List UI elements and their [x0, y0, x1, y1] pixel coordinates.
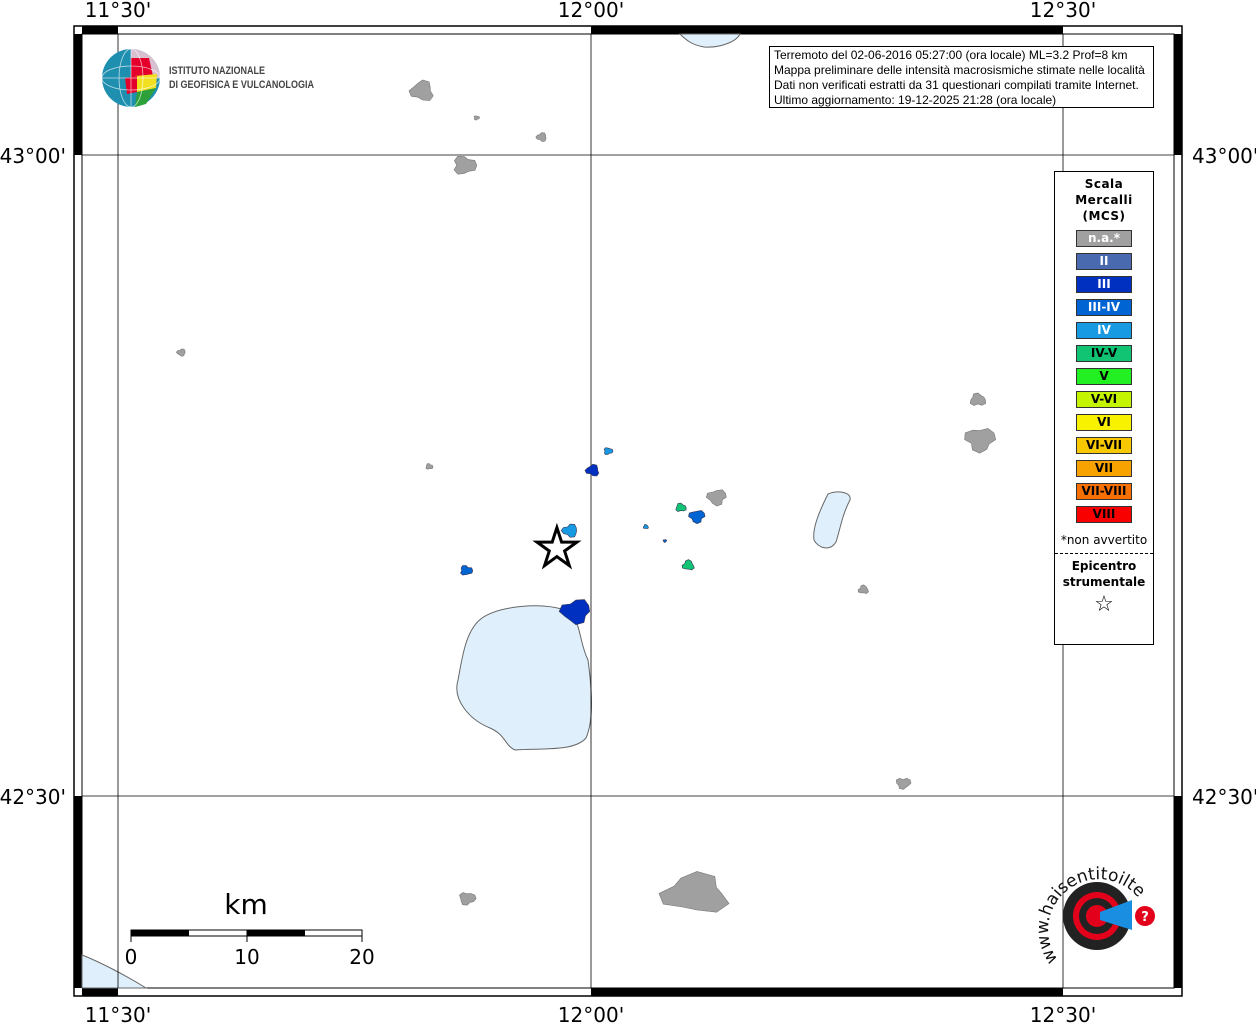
- locality-n-a-[interactable]: [969, 392, 987, 406]
- info-line-source: Dati non verificati estratti da 31 quest…: [774, 78, 1139, 92]
- lon-label-bottom-2: 12°00': [558, 1003, 624, 1024]
- info-line-updated: Ultimo aggiornamento: 19-12-2025 21:28 (…: [774, 93, 1057, 107]
- graticule: [82, 34, 1174, 988]
- locality-iii[interactable]: [584, 463, 600, 477]
- legend-swatch-n-a-: n.a.*: [1076, 230, 1132, 247]
- lon-label-top-3: 12°30': [1030, 0, 1096, 22]
- locality-iv[interactable]: [603, 447, 614, 455]
- mcs-legend: Scala Mercalli (MCS) n.a.* II III III-IV IV IV-…: [1054, 171, 1154, 645]
- locality-n-a-[interactable]: [459, 892, 477, 906]
- legend-swatch-iv-v: IV-V: [1076, 345, 1132, 362]
- info-line-description: Mappa preliminare delle intensità macros…: [774, 63, 1145, 77]
- lat-label-right-2: 42°30': [1192, 785, 1256, 809]
- scale-unit: km: [224, 888, 268, 921]
- lat-label-right-1: 43°00': [1192, 144, 1256, 168]
- info-line-event: Terremoto del 02-06-2016 05:27:00 (ora l…: [774, 48, 1128, 62]
- lon-label-top-1: 11°30': [85, 0, 151, 22]
- scale-tick-20: 20: [349, 945, 374, 969]
- locality-iii-iv[interactable]: [662, 539, 668, 543]
- lat-label-left-2: 42°30': [0, 785, 66, 809]
- locality-n-a-[interactable]: [705, 489, 727, 507]
- legend-swatch-vi-vii: VI-VII: [1076, 437, 1132, 454]
- ingv-globe-logo: [101, 48, 161, 108]
- lon-label-top-2: 12°00': [558, 0, 624, 22]
- locality-n-a-[interactable]: [408, 79, 434, 101]
- localities-layer: [176, 79, 997, 913]
- earthquake-info-box: Terremoto del 02-06-2016 05:27:00 (ora l…: [769, 46, 1154, 108]
- locality-n-a-[interactable]: [658, 871, 730, 913]
- legend-swatch-v: V: [1076, 368, 1132, 385]
- locality-n-a-[interactable]: [425, 463, 434, 470]
- scale-tick-10: 10: [234, 945, 259, 969]
- lon-label-bottom-3: 12°30': [1030, 1003, 1096, 1024]
- hsit-logo[interactable]: ? www.haisentitoilterremoto.it: [0, 0, 1155, 967]
- locality-iv-v[interactable]: [681, 559, 695, 571]
- legend-swatch-iii-iv: III-IV: [1076, 299, 1132, 316]
- legend-epicenter-label: Epicentro strumentale: [1062, 559, 1146, 589]
- legend-swatch-vii: VII: [1076, 460, 1132, 477]
- scale-tick-0: 0: [125, 945, 138, 969]
- lon-label-bottom-1: 11°30': [85, 1003, 151, 1024]
- frame-bars: [74, 26, 1182, 996]
- lake-trasimeno-edge: [678, 33, 741, 48]
- locality-n-a-[interactable]: [964, 428, 997, 454]
- ingv-name: ISTITUTO NAZIONALE DI GEOFISICA E VULCAN…: [169, 65, 314, 91]
- legend-star-icon: ☆: [1094, 592, 1114, 617]
- legend-swatch-vii-viii: VII-VIII: [1076, 483, 1132, 500]
- map-frame: [81, 33, 1175, 989]
- lake-bolsena: [456, 605, 592, 751]
- lat-label-left-1: 43°00': [0, 144, 66, 168]
- svg-text:?: ?: [1141, 910, 1149, 925]
- locality-n-a-[interactable]: [176, 348, 186, 357]
- locality-iv-v[interactable]: [675, 502, 687, 512]
- legend-swatch-iii: III: [1076, 276, 1132, 293]
- outer-frame: [73, 25, 1183, 997]
- locality-iii-iv[interactable]: [688, 510, 706, 525]
- svg-text:www.haisentitoilterremoto.it: www.haisentitoilterremoto.it: [0, 0, 1149, 967]
- locality-n-a-[interactable]: [535, 132, 547, 142]
- locality-n-a-[interactable]: [453, 155, 478, 175]
- locality-iii-iv[interactable]: [460, 565, 474, 576]
- legend-divider: [1055, 553, 1153, 554]
- legend-swatch-ii: II: [1076, 253, 1132, 270]
- locality-iv[interactable]: [642, 524, 649, 530]
- legend-swatch-viii: VIII: [1076, 506, 1132, 523]
- legend-swatch-vi: VI: [1076, 414, 1132, 431]
- legend-swatch-iv: IV: [1076, 322, 1132, 339]
- legend-swatch-v-vi: V-VI: [1076, 391, 1132, 408]
- locality-n-a-[interactable]: [895, 777, 912, 790]
- locality-n-a-[interactable]: [473, 115, 480, 121]
- legend-title: Scala Mercalli (MCS): [1075, 177, 1133, 223]
- lake-vico: [813, 491, 851, 549]
- legend-swatches: n.a.* II III III-IV IV IV-V V V-VI VI VI-VII VII VI…: [1055, 230, 1153, 523]
- sea-corner: [81, 954, 148, 989]
- scale-bar: km 0 10 20: [125, 888, 375, 969]
- locality-iii[interactable]: [558, 599, 591, 626]
- legend-note: *non avvertito: [1060, 533, 1148, 547]
- locality-n-a-[interactable]: [857, 584, 869, 594]
- locality-iv[interactable]: [560, 523, 577, 538]
- epicenter-star-icon[interactable]: [532, 522, 582, 570]
